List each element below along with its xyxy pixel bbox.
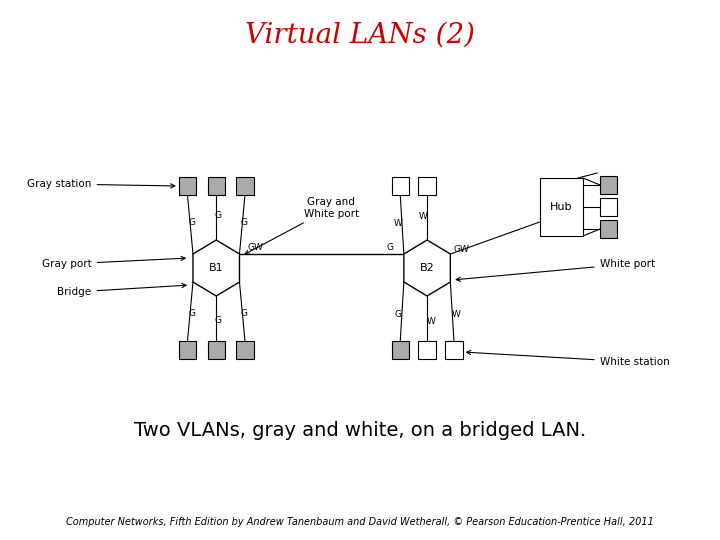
Text: W: W [394,219,402,228]
Bar [418,177,436,195]
Text: Bridge: Bridge [58,284,186,297]
Text: G: G [387,244,394,253]
Bar [392,341,409,359]
Text: Computer Networks, Fifth Edition by Andrew Tanenbaum and David Wetherall, © Pear: Computer Networks, Fifth Edition by Andr… [66,517,654,527]
Bar [392,177,409,195]
Text: White station: White station [467,350,670,367]
Text: G: G [240,309,248,318]
Bar [179,341,196,359]
Bar [207,341,225,359]
Text: G: G [189,309,196,318]
Text: Virtual LANs (2): Virtual LANs (2) [245,22,475,49]
Text: Gray station: Gray station [27,179,175,189]
Text: GW: GW [453,245,469,253]
Text: G: G [215,316,222,325]
Text: G: G [215,211,222,220]
Polygon shape [404,240,450,296]
Text: W: W [451,310,460,319]
Bar [540,178,583,236]
Bar [236,177,253,195]
Bar [418,341,436,359]
Text: W: W [426,317,436,326]
Bar [600,220,617,238]
Bar [236,341,253,359]
Text: White port: White port [456,259,654,281]
Text: B1: B1 [209,263,223,273]
Text: G: G [240,218,248,227]
Bar [600,198,617,216]
Text: Gray and
White port: Gray and White port [245,197,359,254]
Text: GW: GW [247,244,263,253]
Bar [207,177,225,195]
Text: Hub: Hub [550,202,572,212]
Bar [179,177,196,195]
Text: B2: B2 [420,263,434,273]
Text: G: G [395,310,402,319]
Text: Two VLANs, gray and white, on a bridged LAN.: Two VLANs, gray and white, on a bridged … [134,421,586,440]
Text: G: G [189,218,196,227]
Text: W: W [419,212,428,221]
Polygon shape [193,240,240,296]
Bar [600,176,617,194]
Bar [445,341,462,359]
Text: Gray port: Gray port [42,256,185,269]
